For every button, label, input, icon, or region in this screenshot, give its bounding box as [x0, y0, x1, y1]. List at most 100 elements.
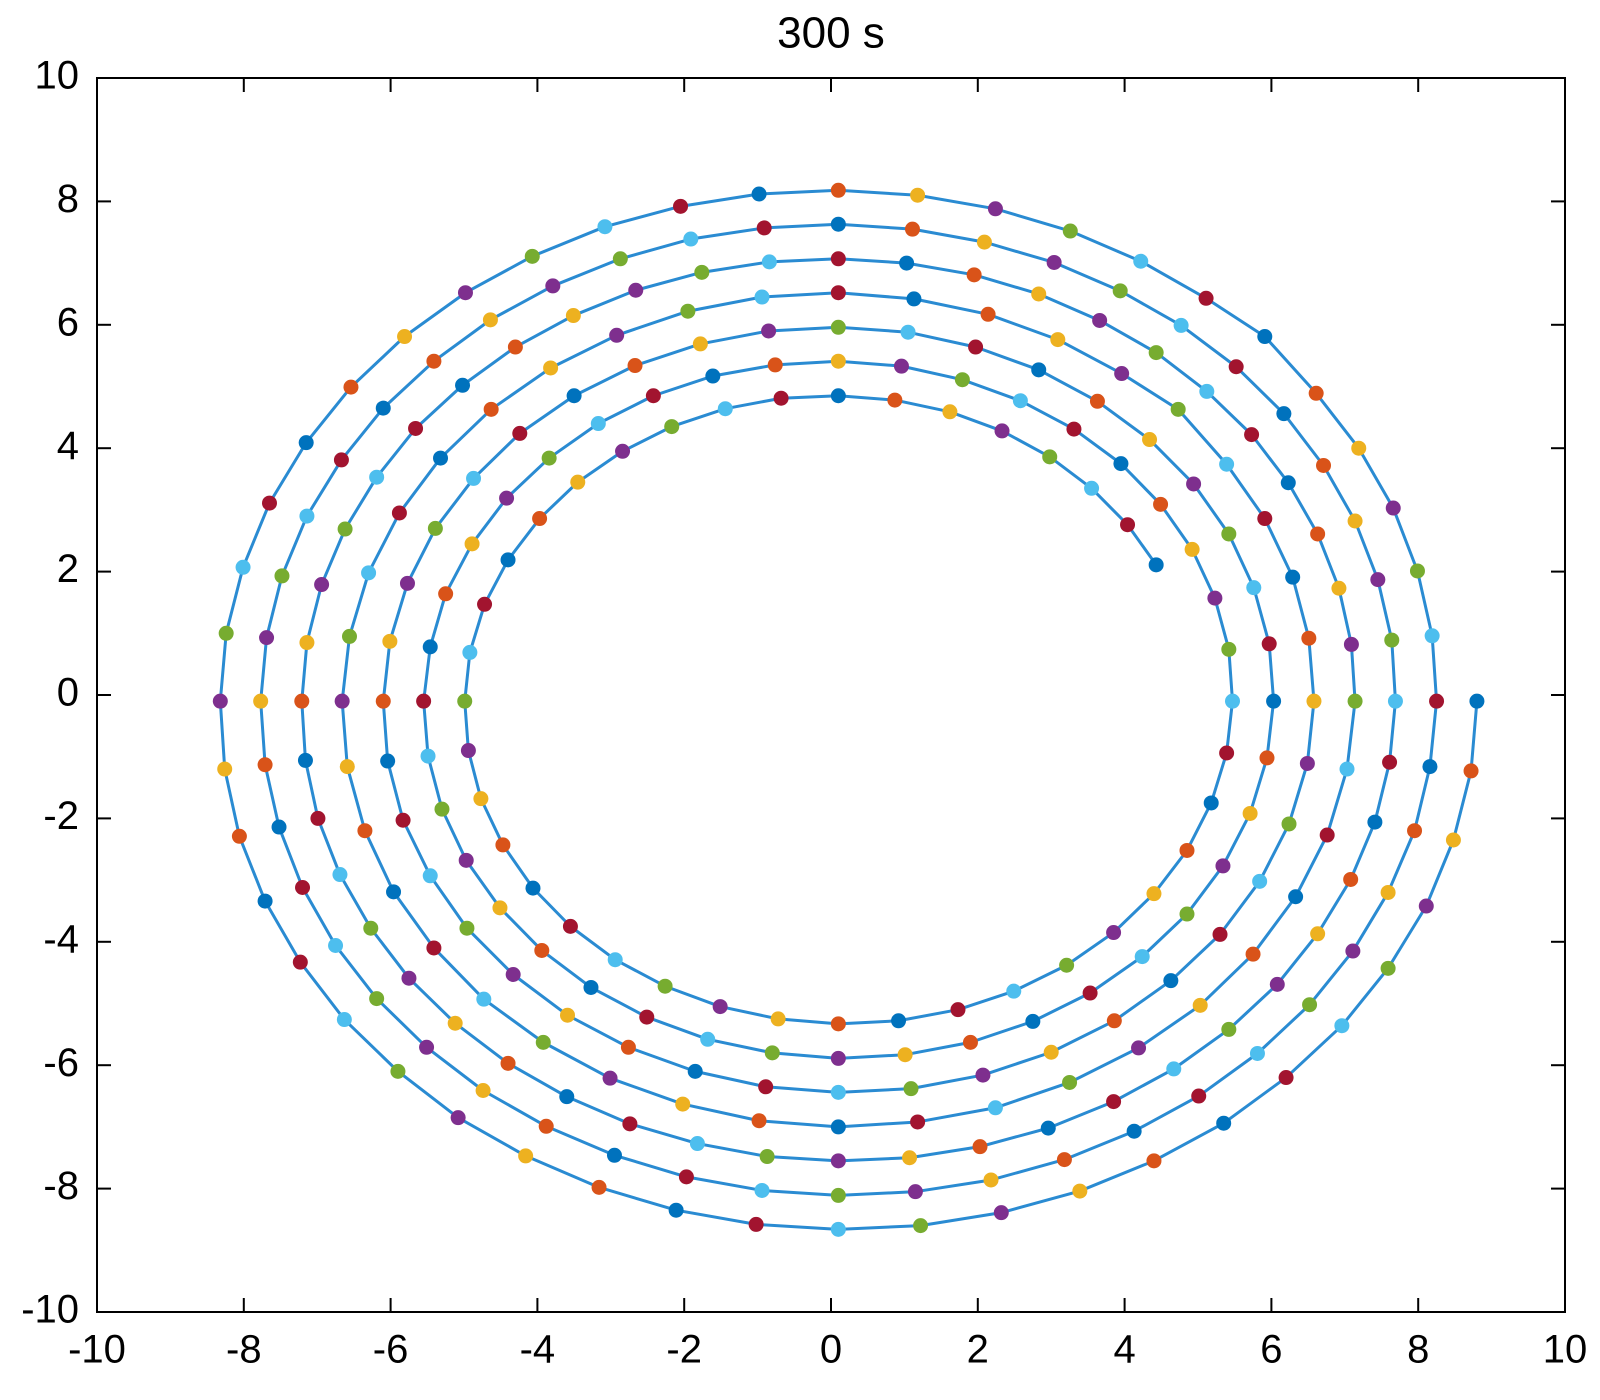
point-marker — [1186, 476, 1202, 492]
point-marker — [1308, 385, 1324, 401]
point-marker — [397, 329, 413, 345]
point-marker — [1012, 393, 1028, 409]
point-marker — [525, 880, 541, 896]
point-marker — [457, 285, 473, 301]
point-marker — [1215, 858, 1231, 874]
point-marker — [1331, 580, 1347, 596]
point-marker — [476, 991, 492, 1007]
point-marker — [968, 339, 984, 355]
x-tick-label: 8 — [1407, 1328, 1429, 1372]
point-marker — [259, 630, 275, 646]
point-marker — [462, 644, 478, 660]
x-tick-label: -4 — [520, 1328, 556, 1372]
y-tick-label: -8 — [43, 1164, 79, 1208]
point-marker — [1106, 925, 1122, 941]
point-marker — [966, 267, 982, 283]
point-marker — [583, 979, 599, 995]
point-marker — [1334, 1018, 1350, 1034]
point-marker — [1285, 569, 1301, 585]
point-marker — [607, 952, 623, 968]
point-marker — [754, 1182, 770, 1198]
point-marker — [1257, 329, 1273, 345]
x-tick-label: 6 — [1260, 1328, 1282, 1372]
point-marker — [987, 201, 1003, 217]
point-marker — [231, 828, 247, 844]
point-marker — [1219, 745, 1235, 761]
point-marker — [830, 251, 846, 267]
point-marker — [903, 1081, 919, 1097]
point-marker — [380, 753, 396, 769]
point-marker — [339, 759, 355, 775]
point-marker — [1148, 345, 1164, 361]
point-marker — [1367, 814, 1383, 830]
point-marker — [1092, 312, 1108, 328]
point-marker — [976, 234, 992, 250]
point-marker — [1288, 889, 1304, 905]
point-marker — [700, 1031, 716, 1047]
point-marker — [534, 942, 550, 958]
point-marker — [1173, 317, 1189, 333]
point-marker — [1066, 421, 1082, 437]
point-marker — [1385, 500, 1401, 516]
point-marker — [1351, 440, 1367, 456]
point-marker — [1301, 630, 1317, 646]
point-marker — [1134, 949, 1150, 965]
point-marker — [1370, 572, 1386, 588]
point-marker — [464, 536, 480, 552]
point-marker — [1445, 832, 1461, 848]
y-tick-label: 10 — [35, 54, 80, 98]
point-marker — [562, 918, 578, 934]
point-marker — [1106, 1013, 1122, 1029]
chart-title: 300 s — [777, 9, 885, 58]
point-marker — [590, 416, 606, 432]
point-marker — [712, 999, 728, 1015]
point-marker — [1025, 1013, 1041, 1029]
point-marker — [1199, 383, 1215, 399]
point-marker — [675, 1096, 691, 1112]
point-marker — [689, 1136, 705, 1152]
y-tick-label: 4 — [57, 424, 79, 468]
point-marker — [620, 1039, 636, 1055]
point-marker — [466, 470, 482, 486]
point-marker — [993, 1205, 1009, 1221]
point-marker — [438, 586, 454, 602]
point-marker — [333, 452, 349, 468]
point-marker — [1228, 359, 1244, 375]
point-marker — [902, 1150, 918, 1166]
point-marker — [538, 1118, 554, 1134]
point-marker — [994, 423, 1010, 439]
point-marker — [767, 357, 783, 373]
point-marker — [906, 291, 922, 307]
point-marker — [518, 1148, 534, 1164]
point-marker — [427, 520, 443, 536]
point-marker — [565, 308, 581, 324]
point-marker — [482, 312, 498, 328]
point-marker — [332, 867, 348, 883]
point-marker — [459, 920, 475, 936]
point-marker — [1031, 286, 1047, 302]
x-tick-label: 0 — [820, 1328, 842, 1372]
point-marker — [972, 1139, 988, 1155]
point-marker — [535, 1034, 551, 1050]
point-marker — [627, 358, 643, 374]
y-tick-label: -2 — [43, 794, 79, 838]
point-marker — [678, 1169, 694, 1185]
point-marker — [426, 353, 442, 369]
point-marker — [499, 490, 515, 506]
point-marker — [1306, 693, 1322, 709]
point-marker — [1266, 693, 1282, 709]
point-marker — [1242, 805, 1258, 821]
point-marker — [1120, 517, 1136, 533]
point-marker — [980, 306, 996, 322]
point-marker — [314, 577, 330, 593]
point-marker — [954, 372, 970, 388]
point-marker — [770, 1011, 786, 1027]
point-marker — [1207, 590, 1223, 606]
point-marker — [615, 443, 631, 459]
point-marker — [1281, 816, 1297, 832]
point-marker — [1382, 754, 1398, 770]
point-marker — [758, 1079, 774, 1095]
point-marker — [1113, 456, 1129, 472]
point-marker — [893, 358, 909, 374]
point-marker — [717, 401, 733, 417]
